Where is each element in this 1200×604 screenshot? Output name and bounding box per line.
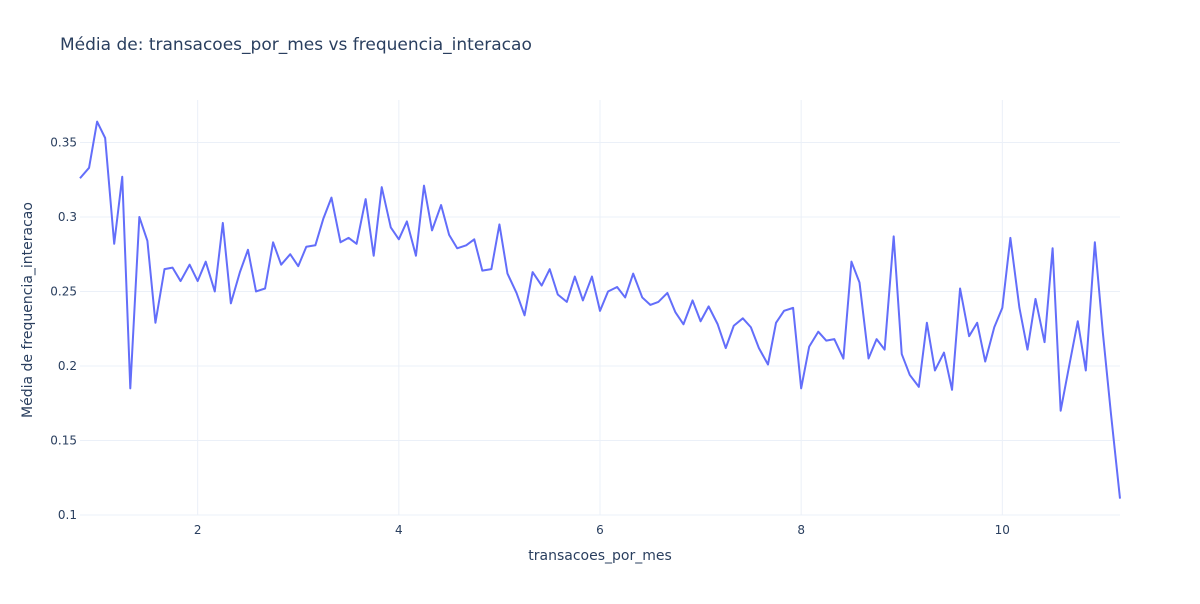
y-tick-label: 0.35 [50,135,77,149]
y-axis-ticks: 0.1 0.15 0.2 0.25 0.3 0.35 [50,135,77,522]
x-tick-label: 8 [797,523,805,537]
y-tick-label: 0.1 [58,508,77,522]
x-tick-label: 10 [995,523,1010,537]
x-axis-ticks: 2 4 6 8 10 [194,523,1010,537]
x-tick-label: 6 [596,523,604,537]
y-tick-label: 0.2 [58,359,77,373]
y-tick-label: 0.15 [50,433,77,447]
x-axis-title: transacoes_por_mes [528,548,672,564]
x-tick-label: 4 [395,523,403,537]
y-tick-label: 0.25 [50,284,77,298]
y-axis-title: Média de frequencia_interacao [20,202,36,418]
chart-title: Média de: transacoes_por_mes vs frequenc… [60,35,532,55]
y-tick-label: 0.3 [58,210,77,224]
x-tick-label: 2 [194,523,202,537]
